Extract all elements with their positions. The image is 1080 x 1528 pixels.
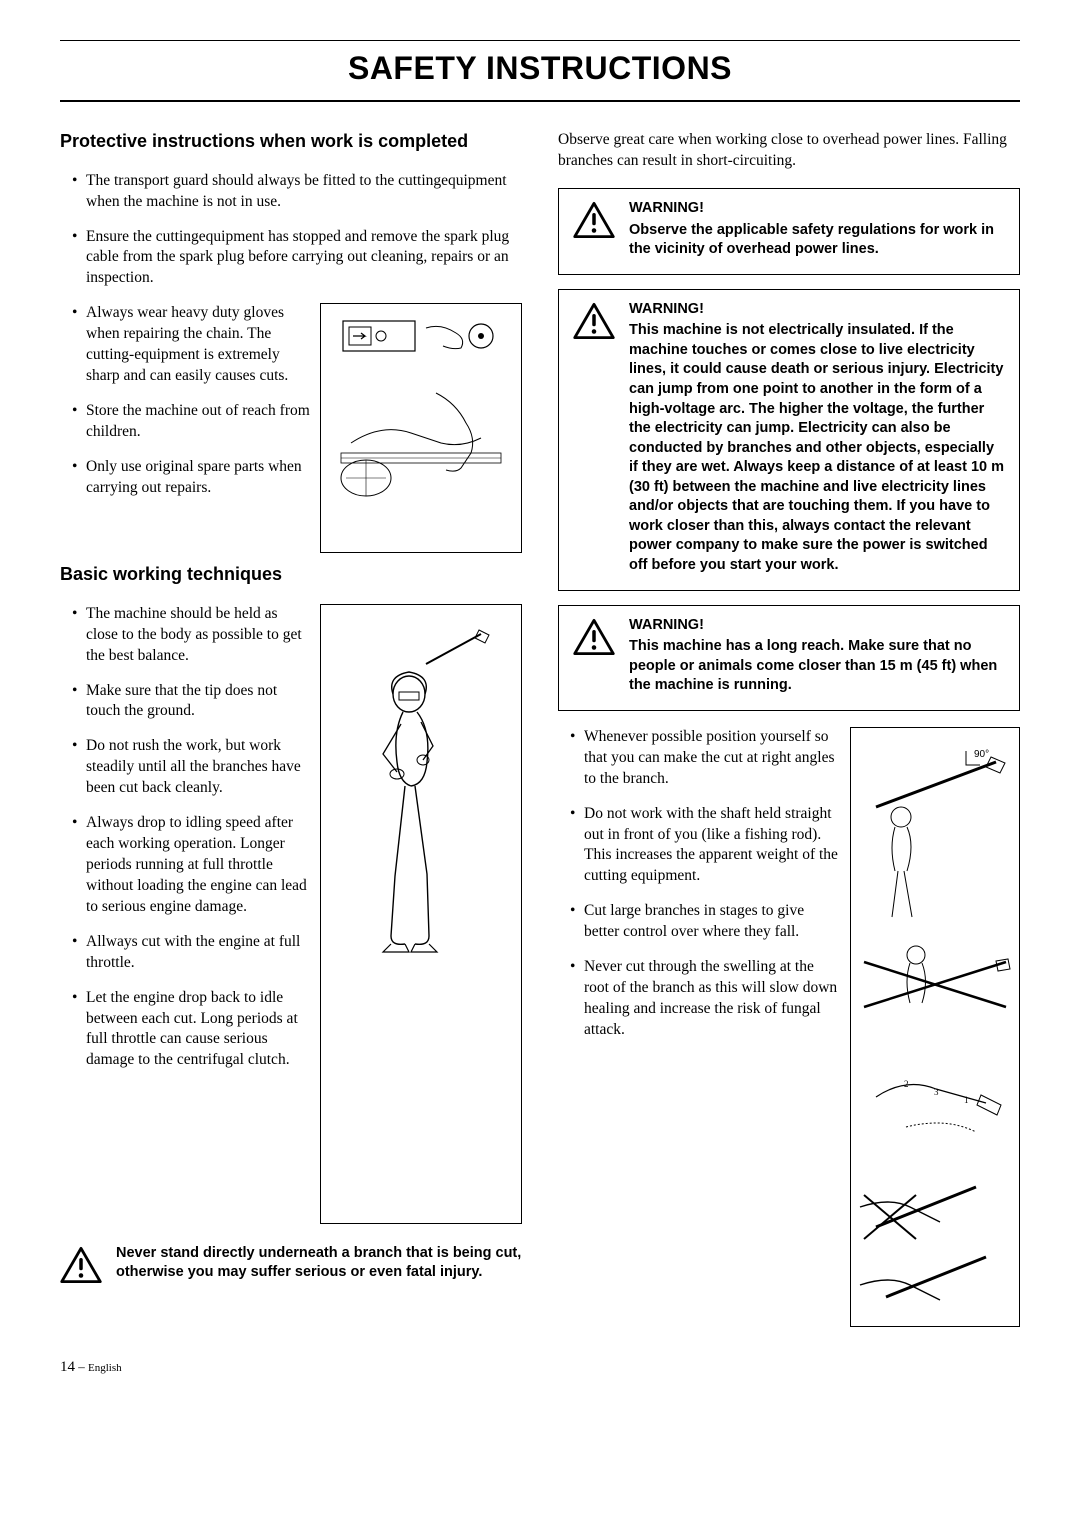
page-footer: 14 – English xyxy=(60,1357,1020,1377)
list-item: Let the engine drop back to idle between… xyxy=(72,988,310,1072)
page-number: 14 xyxy=(60,1359,75,1375)
warn-title: WARNING! xyxy=(629,300,1005,320)
warning-icon xyxy=(60,1246,102,1284)
list-item: Do not work with the shaft held straight… xyxy=(570,804,840,888)
list-item: The machine should be held as close to t… xyxy=(72,604,310,667)
list-item: Do not rush the work, but work steadily … xyxy=(72,736,310,799)
warn-text: This machine has a long reach. Make sure… xyxy=(629,638,997,693)
list-item: Always wear heavy duty gloves when repai… xyxy=(72,303,310,387)
warning-icon xyxy=(573,201,615,239)
warning-icon xyxy=(573,618,615,656)
svg-text:3: 3 xyxy=(934,1087,939,1097)
list-item: Never cut through the swelling at the ro… xyxy=(570,957,840,1041)
warn-insulation: WARNING! This machine is not electricall… xyxy=(558,289,1020,591)
list-item: Cut large branches in stages to give bet… xyxy=(570,901,840,943)
list-item: Always drop to idling speed after each w… xyxy=(72,813,310,918)
row-gloves: Always wear heavy duty gloves when repai… xyxy=(60,303,522,553)
page-title: SAFETY INSTRUCTIONS xyxy=(60,40,1020,102)
warn-branch: Never stand directly underneath a branch… xyxy=(60,1234,522,1298)
svg-text:2: 2 xyxy=(904,1079,909,1089)
heading-techniques: Basic working techniques xyxy=(60,563,522,586)
list-item: Store the machine out of reach from chil… xyxy=(72,401,310,443)
list-techniques: The machine should be held as close to t… xyxy=(60,604,310,1086)
list-cutting: Whenever possible position yourself so t… xyxy=(558,727,840,1055)
right-column: Observe great care when working close to… xyxy=(558,130,1020,1327)
row-cutting: Whenever possible position yourself so t… xyxy=(558,727,1020,1327)
warn-reach: WARNING! This machine has a long reach. … xyxy=(558,605,1020,711)
list-item: Ensure the cuttingequipment has stopped … xyxy=(72,227,522,290)
warn-overhead-lines: WARNING! Observe the applicable safety r… xyxy=(558,188,1020,275)
intro-paragraph: Observe great care when working close to… xyxy=(558,130,1020,172)
cutting-angles-illustration: 90° 2 3 1 xyxy=(856,737,1014,1317)
left-column: Protective instructions when work is com… xyxy=(60,130,522,1327)
list-protective-b: Always wear heavy duty gloves when repai… xyxy=(60,303,310,512)
warning-icon xyxy=(573,302,615,340)
list-item: Only use original spare parts when carry… xyxy=(72,457,310,499)
warn-content: WARNING! This machine is not electricall… xyxy=(629,300,1005,576)
operator-illustration xyxy=(331,624,511,1204)
list-item: Make sure that the tip does not touch th… xyxy=(72,681,310,723)
list-protective-a: The transport guard should always be fit… xyxy=(60,171,522,290)
figure-operator xyxy=(320,604,522,1224)
warn-title: WARNING! xyxy=(629,199,1005,219)
heading-protective: Protective instructions when work is com… xyxy=(60,130,522,153)
warn-text: Observe the applicable safety regulation… xyxy=(629,222,994,258)
figure-cutting-angles: 90° 2 3 1 xyxy=(850,727,1020,1327)
svg-text:90°: 90° xyxy=(974,749,989,760)
list-item: Allways cut with the engine at full thro… xyxy=(72,932,310,974)
footer-dash: – xyxy=(78,1359,88,1374)
list-item: The transport guard should always be fit… xyxy=(72,171,522,213)
figure-engine-switch xyxy=(320,303,522,553)
warn-text: Never stand directly underneath a branch… xyxy=(116,1245,521,1281)
engine-switch-illustration xyxy=(331,313,511,543)
list-item: Whenever possible position yourself so t… xyxy=(570,727,840,790)
page-language: English xyxy=(88,1362,122,1374)
warn-content: WARNING! Observe the applicable safety r… xyxy=(629,199,1005,260)
warn-text: This machine is not electrically insulat… xyxy=(629,322,1004,573)
warn-title: WARNING! xyxy=(629,616,1005,636)
warn-content: Never stand directly underneath a branch… xyxy=(116,1244,522,1283)
row-techniques: The machine should be held as close to t… xyxy=(60,604,522,1224)
content-columns: Protective instructions when work is com… xyxy=(60,130,1020,1327)
svg-text:1: 1 xyxy=(964,1095,969,1105)
warn-content: WARNING! This machine has a long reach. … xyxy=(629,616,1005,696)
